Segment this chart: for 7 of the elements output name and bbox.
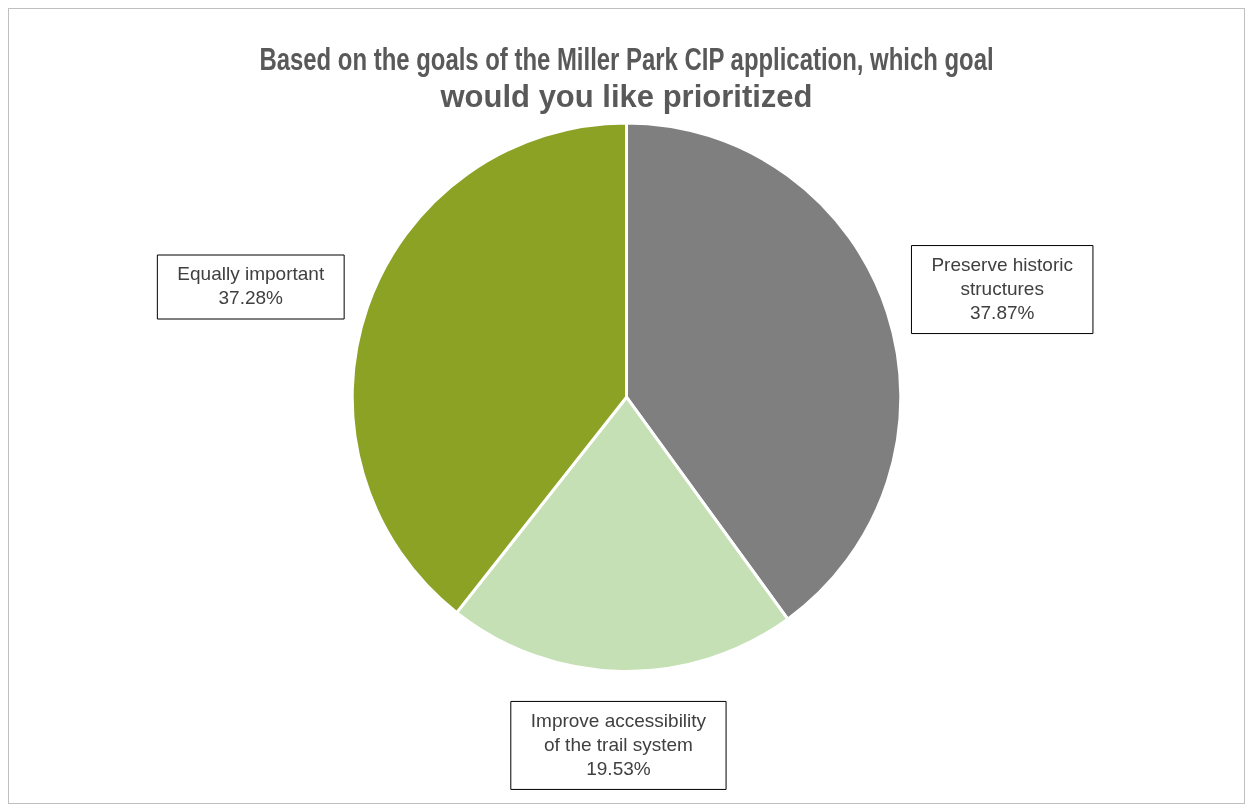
data-label: 19.53% (586, 757, 651, 779)
chart-title: Based on the goals of the Miller Park CIP application, which goal would you like prioritized (259, 42, 994, 115)
slice-label: Preserve historic structures (931, 253, 1073, 299)
slice-label: Improve accessibility of the trail system (530, 709, 707, 755)
data-label: 37.28% (218, 287, 284, 309)
data-label: 37.87% (969, 301, 1035, 323)
slice-label: Equally important (177, 263, 325, 285)
